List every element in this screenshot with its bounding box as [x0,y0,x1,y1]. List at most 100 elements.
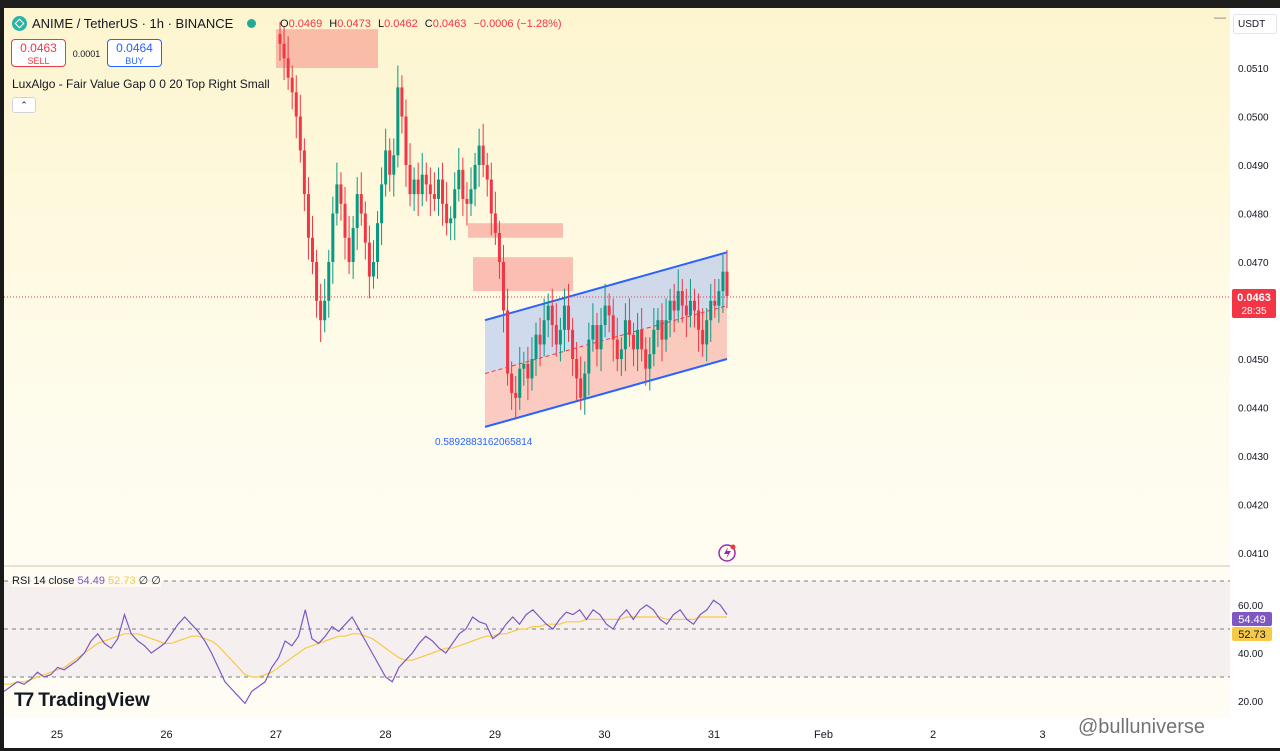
window-top-bar [0,0,1280,8]
rsi-legend-extra: ∅ ∅ [138,575,161,587]
time-tick-5: 30 [598,729,610,741]
candle-body-68 [554,325,558,345]
symbol-header[interactable]: ANIME / TetherUS · 1h · BINANCE [12,16,257,31]
price-pane[interactable] [4,8,1230,565]
tradingview-wordmark: TradingView [38,690,150,711]
rsi-ma-label: 52.73 [1238,629,1266,641]
tradingview-logo[interactable]: T7 TradingView [14,690,150,712]
candle-body-107 [713,300,717,306]
time-tick-0: 25 [51,729,63,741]
candle-body-67 [550,305,554,326]
candle-body-13 [331,213,335,262]
candle-body-33 [412,179,416,195]
price-tick-6: 0.0440 [1238,404,1269,415]
candle-body-87 [632,334,636,350]
candle-body-69 [558,329,562,345]
candle-body-25 [380,184,384,224]
candle-body-90 [644,349,648,369]
candle-body-91 [648,354,652,369]
candle-body-74 [579,378,583,398]
candle-body-50 [481,145,485,165]
candle-body-106 [709,300,713,321]
candle-body-12 [327,262,331,301]
rsi-pane[interactable] [4,567,1230,718]
time-tick-7: Feb [814,729,833,741]
collapse-legend-button[interactable]: ⌃ [12,97,36,113]
chart-settings-icon[interactable]: — [1214,10,1226,24]
candle-body-95 [664,320,668,340]
price-tick-2: 0.0490 [1238,161,1269,172]
rsi-legend[interactable]: RSI 14 close 54.49 52.73 ∅ ∅ [12,574,161,587]
indicator-legend[interactable]: LuxAlgo - Fair Value Gap 0 0 20 Top Righ… [12,77,270,91]
watermark: @bulluniverse [1078,716,1206,738]
candle-body-77 [591,325,595,340]
candle-body-38 [432,194,436,199]
buy-button[interactable]: 0.0464 BUY [107,39,162,67]
time-axis[interactable] [4,718,1280,748]
ohlc-high: 0.0473 [337,18,371,30]
candle-body-63 [534,334,538,359]
candle-body-55 [502,262,505,311]
candle-body-19 [355,194,359,229]
candle-body-84 [619,349,623,359]
fair-value-gap-1 [468,223,563,238]
candle-body-32 [408,165,412,195]
candle-body-30 [400,87,404,117]
fair-value-gap-2 [473,257,573,292]
candle-body-83 [615,339,619,359]
time-tick-4: 29 [489,729,501,741]
ohlc-change: −0.0006 (−1.28%) [473,18,562,30]
currency-selector[interactable]: USDT [1233,14,1277,34]
candle-body-65 [542,320,546,345]
channel-annotation: 0.5892883162065814 [435,437,533,448]
alert-icon[interactable] [718,544,736,562]
candle-body-62 [530,359,534,379]
price-tick-3: 0.0480 [1238,210,1269,221]
candle-body-110 [725,271,729,296]
candle-body-7 [306,194,310,238]
candle-body-5 [298,116,302,151]
candle-body-81 [607,305,611,316]
candle-body-51 [485,165,489,180]
candle-layer [278,21,729,420]
candle-body-82 [611,315,615,340]
candle-body-47 [469,189,473,204]
candle-body-99 [680,291,684,306]
ohlc-low-label: L [377,18,385,30]
candle-body-66 [546,305,550,321]
candle-body-17 [347,237,351,262]
rsi-value-label: 54.49 [1238,614,1266,626]
rsi-band [4,581,1230,677]
candle-body-10 [319,300,323,321]
sell-button[interactable]: 0.0463 SELL [11,39,66,67]
current-price-label: 0.0463 [1237,292,1271,304]
price-axis[interactable] [1230,8,1280,718]
candle-body-80 [603,305,607,326]
pane-separator[interactable] [4,565,1280,567]
candle-body-105 [705,320,709,345]
channel-upper-line [484,251,728,322]
candle-body-16 [343,203,347,238]
candle-body-86 [627,320,631,335]
rsi-tick-40: 40.00 [1238,649,1263,660]
candle-body-88 [636,329,640,350]
rsi-legend-ma: 52.73 [108,575,136,587]
candle-body-76 [587,339,591,374]
candle-body-18 [351,228,355,262]
price-tick-4: 0.0470 [1238,258,1269,269]
candle-body-26 [384,150,388,185]
rsi-value-label-bg [1232,612,1272,626]
candle-body-85 [623,320,627,350]
price-tick-9: 0.0410 [1238,549,1269,560]
candle-body-102 [692,300,696,311]
candle-body-8 [311,237,315,262]
symbol-title[interactable]: ANIME / TetherUS · 1h · BINANCE [32,16,234,31]
current-price-label-bg [1232,289,1276,318]
bar-countdown: 28:35 [1241,306,1266,317]
candle-body-28 [392,155,396,175]
time-tick-9: 3 [1039,729,1045,741]
candle-body-41 [445,203,449,224]
candle-body-20 [359,194,363,214]
time-tick-2: 27 [270,729,282,741]
alert-icon-badge [730,544,736,550]
